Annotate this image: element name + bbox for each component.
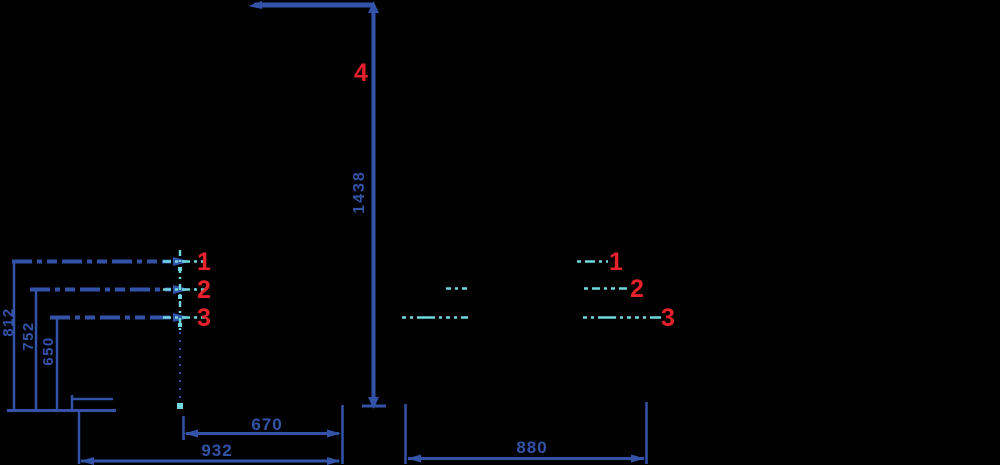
front-position-label-1: 1 — [609, 248, 623, 276]
shower-arm-tip — [248, 1, 262, 9]
marker-dot-3 — [178, 323, 182, 327]
marker-dot-2 — [178, 295, 182, 299]
dim-670-value: 670 — [251, 415, 282, 434]
height-value-1: 812 — [0, 307, 17, 337]
dim-932-value: 932 — [201, 441, 232, 460]
position-label-3: 3 — [197, 304, 211, 332]
rail-label: 4 — [354, 59, 368, 87]
dim-880-arrow-right-icon — [631, 454, 645, 463]
dim-880-value: 880 — [516, 438, 547, 457]
dim-670-arrow-left-icon — [184, 429, 198, 438]
front-position-label-2: 2 — [630, 275, 644, 303]
height-value-3: 650 — [40, 336, 57, 366]
position-label-2: 2 — [197, 276, 211, 304]
arrowhead-down-icon — [368, 397, 379, 409]
dim-670-arrow-right-icon — [327, 429, 341, 438]
dim-932-arrow-right-icon — [327, 457, 341, 465]
arrowhead-up-icon — [368, 1, 379, 13]
front-view-diagram: 1 2 3 880 — [402, 248, 675, 464]
rail-height-value: 1438 — [351, 170, 368, 214]
side-view-diagram: 1438 4 812 752 650 — [0, 1, 386, 465]
height-value-2: 752 — [20, 321, 37, 351]
dim-932-arrow-left-icon — [80, 457, 94, 465]
rail-base-dot — [177, 403, 183, 409]
dim-880-arrow-left-icon — [407, 454, 421, 463]
marker-dot-1 — [178, 267, 182, 271]
front-position-label-3: 3 — [661, 304, 675, 332]
position-label-1: 1 — [197, 248, 211, 276]
